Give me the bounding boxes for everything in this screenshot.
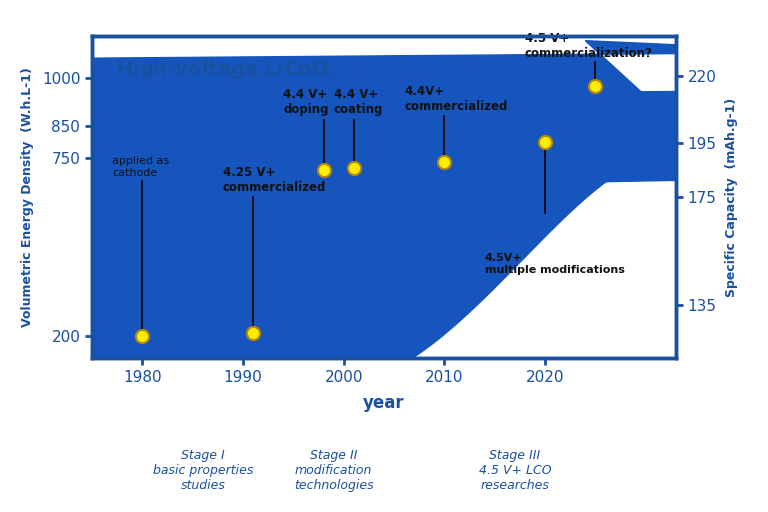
Text: applied as
cathode: applied as cathode [112,156,170,178]
Point [348,164,360,172]
Text: 4.4V+
commercialized: 4.4V+ commercialized [404,86,508,113]
Point [439,158,451,166]
Point [317,165,329,174]
Point [137,332,149,340]
Y-axis label: Volumetric Energy Density  (W.h.L-1): Volumetric Energy Density (W.h.L-1) [21,67,34,327]
Text: 4.4 V+
doping: 4.4 V+ doping [283,89,329,117]
X-axis label: year: year [363,394,405,412]
Text: 4.25 V+
commercialized: 4.25 V+ commercialized [223,166,326,194]
Y-axis label: Specific Capacity  (mAh.g-1): Specific Capacity (mAh.g-1) [725,97,738,297]
Point [247,329,260,337]
Text: High-voltage LiCoO$_2$: High-voltage LiCoO$_2$ [115,58,336,81]
Point [539,138,551,146]
Text: 4.5 V+
commercialization?: 4.5 V+ commercialization? [525,32,653,60]
Text: 4.5V+
multiple modifications: 4.5V+ multiple modifications [485,253,624,274]
Text: Stage II
modification
technologies: Stage II modification technologies [294,449,373,492]
Text: Stage I
basic properties
studies: Stage I basic properties studies [153,449,253,492]
Text: Stage III
4.5 V+ LCO
researches: Stage III 4.5 V+ LCO researches [478,449,551,492]
Point [589,82,601,90]
Polygon shape [0,40,768,389]
Text: 4.4 V+
coating: 4.4 V+ coating [333,89,383,117]
